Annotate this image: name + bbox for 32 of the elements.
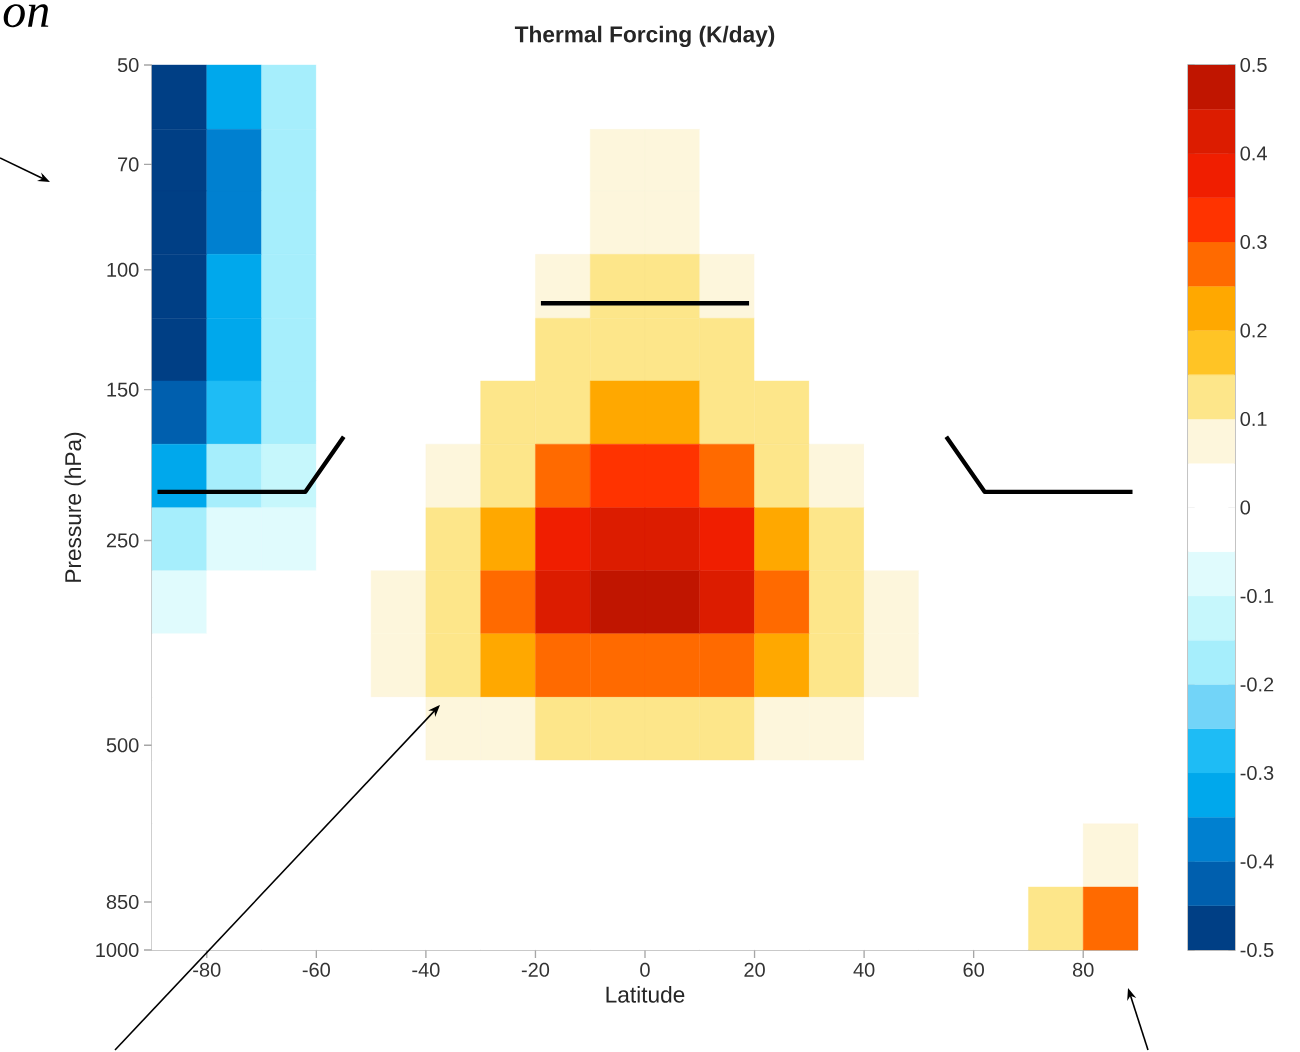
y-tick-label: 70: [118, 157, 139, 172]
x-axis-title: Latitude: [606, 986, 685, 1003]
color-bar-label: 0.1: [1240, 411, 1267, 427]
x-tick-label: 0: [640, 962, 650, 977]
color-bar-label: -0.4: [1240, 854, 1274, 869]
color-bar-label: -0.5: [1240, 942, 1274, 958]
x-tick-label: 40: [853, 962, 875, 977]
y-tick-label: 850: [106, 894, 139, 910]
color-bar-label: 0.2: [1240, 323, 1267, 338]
x-tick-label: -80: [193, 962, 221, 977]
chart-title: Thermal Forcing (K/day): [514, 25, 775, 47]
y-tick-label: 250: [106, 533, 139, 548]
y-tick-label: 1000: [96, 942, 139, 958]
color-bar-label: 0.4: [1240, 146, 1267, 161]
y-tick-label: 500: [106, 738, 139, 753]
text: on: [3, 4, 49, 28]
x-tick-label: -20: [521, 962, 550, 977]
color-bar-label: -0.2: [1240, 677, 1274, 692]
x-tick-label: 20: [744, 962, 765, 977]
y-tick-label: 150: [107, 382, 139, 397]
x-tick-label: 60: [963, 962, 984, 977]
x-tick-label: -40: [412, 962, 440, 977]
color-bar-label: 0.3: [1240, 234, 1267, 250]
y-tick-label: 50: [117, 57, 139, 73]
x-tick-label: -60: [302, 962, 330, 977]
y-axis-title: Pressure (hPa): [64, 432, 86, 582]
color-bar-label: 0.5: [1240, 57, 1267, 73]
color-bar-label: -0.1: [1240, 588, 1274, 604]
color-bar-label: -0.3: [1240, 765, 1274, 781]
color-bar-label: 0: [1240, 500, 1251, 515]
x-tick-label: 80: [1072, 962, 1094, 977]
y-tick-label: 100: [107, 262, 139, 277]
